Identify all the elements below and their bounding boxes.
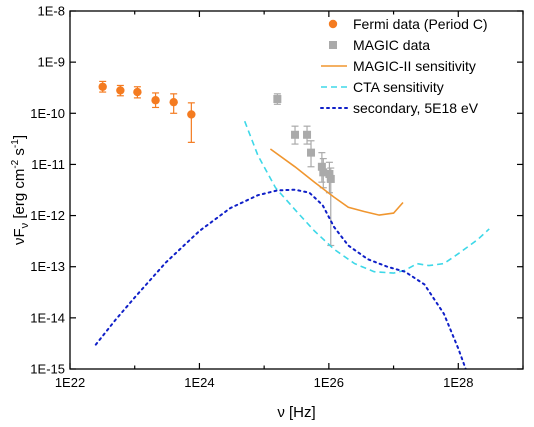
data-point: [326, 174, 335, 183]
y-tick-label: 1E-11: [31, 157, 65, 172]
x-tick-label: 1E24: [184, 375, 214, 390]
y-tick-label: 1E-9: [38, 55, 65, 70]
data-point: [273, 95, 282, 104]
data-point: [317, 162, 326, 171]
legend-swatch: [328, 19, 338, 29]
data-point: [151, 96, 160, 105]
series-0: [98, 80, 196, 143]
series-line: [243, 120, 490, 274]
legend-swatch: [329, 41, 337, 49]
legend-label: MAGIC data: [353, 37, 430, 53]
legend-item: Fermi data (Period C): [328, 16, 488, 32]
series-1: [273, 93, 335, 247]
legend-label: Fermi data (Period C): [353, 16, 488, 32]
axis-ticks: [69, 10, 524, 370]
series-2: [269, 148, 404, 216]
legend-label: CTA sensitivity: [353, 79, 444, 95]
x-tick-label: 1E26: [314, 375, 344, 390]
x-tick-label: 1E28: [443, 375, 473, 390]
legend-label: secondary, 5E18 eV: [353, 100, 479, 116]
series-4: [94, 188, 467, 369]
series-line: [94, 188, 467, 369]
y-axis-title: νFν [erg cm-2 s-1]: [10, 135, 31, 245]
legend-item: secondary, 5E18 eV: [320, 100, 479, 116]
y-axis-title-units-b: s: [11, 148, 28, 160]
legend: Fermi data (Period C) MAGIC data MAGIC-II …: [320, 16, 488, 116]
y-tick-label: 1E-14: [30, 310, 65, 325]
y-axis-title-sup-a: -2: [10, 159, 21, 168]
y-axis-title-sup-b: -1: [10, 139, 21, 148]
x-tick-label: 1E22: [55, 375, 85, 390]
data-point: [325, 169, 334, 178]
y-axis-title-base: νF: [11, 228, 28, 245]
y-tick-label: 1E-13: [30, 259, 65, 274]
y-tick-label: 1E-8: [38, 4, 65, 19]
data-point: [307, 148, 316, 157]
legend-label: MAGIC-II sensitivity: [353, 58, 476, 74]
legend-item: CTA sensitivity: [321, 79, 444, 95]
data-point: [291, 130, 300, 139]
y-tick-label: 1E-15: [30, 362, 65, 377]
y-tick-label: 1E-12: [30, 208, 65, 223]
plot-frame: [69, 10, 524, 370]
y-axis-title-sub: ν: [19, 222, 31, 228]
series-line: [269, 148, 404, 216]
x-axis-title: ν [Hz]: [277, 404, 315, 421]
legend-item: MAGIC data: [329, 37, 430, 53]
axis-tick-labels: 1E22 1E24 1E26 1E28 1E-8 1E-9 1E-10 1E-11 1E-12 1…: [30, 4, 473, 391]
y-axis-title-units-c: ]: [11, 135, 28, 139]
y-axis-title-units-a: [erg cm: [11, 169, 28, 223]
data-point: [303, 130, 312, 139]
data-point: [187, 110, 196, 119]
data-point: [169, 97, 178, 107]
series-layer: [94, 80, 490, 369]
data-point: [116, 86, 125, 95]
data-point: [319, 168, 328, 177]
data-point: [133, 87, 142, 97]
legend-item: MAGIC-II sensitivity: [321, 58, 476, 74]
data-point: [98, 82, 107, 91]
series-3: [243, 120, 490, 274]
y-tick-label: 1E-10: [30, 106, 65, 121]
